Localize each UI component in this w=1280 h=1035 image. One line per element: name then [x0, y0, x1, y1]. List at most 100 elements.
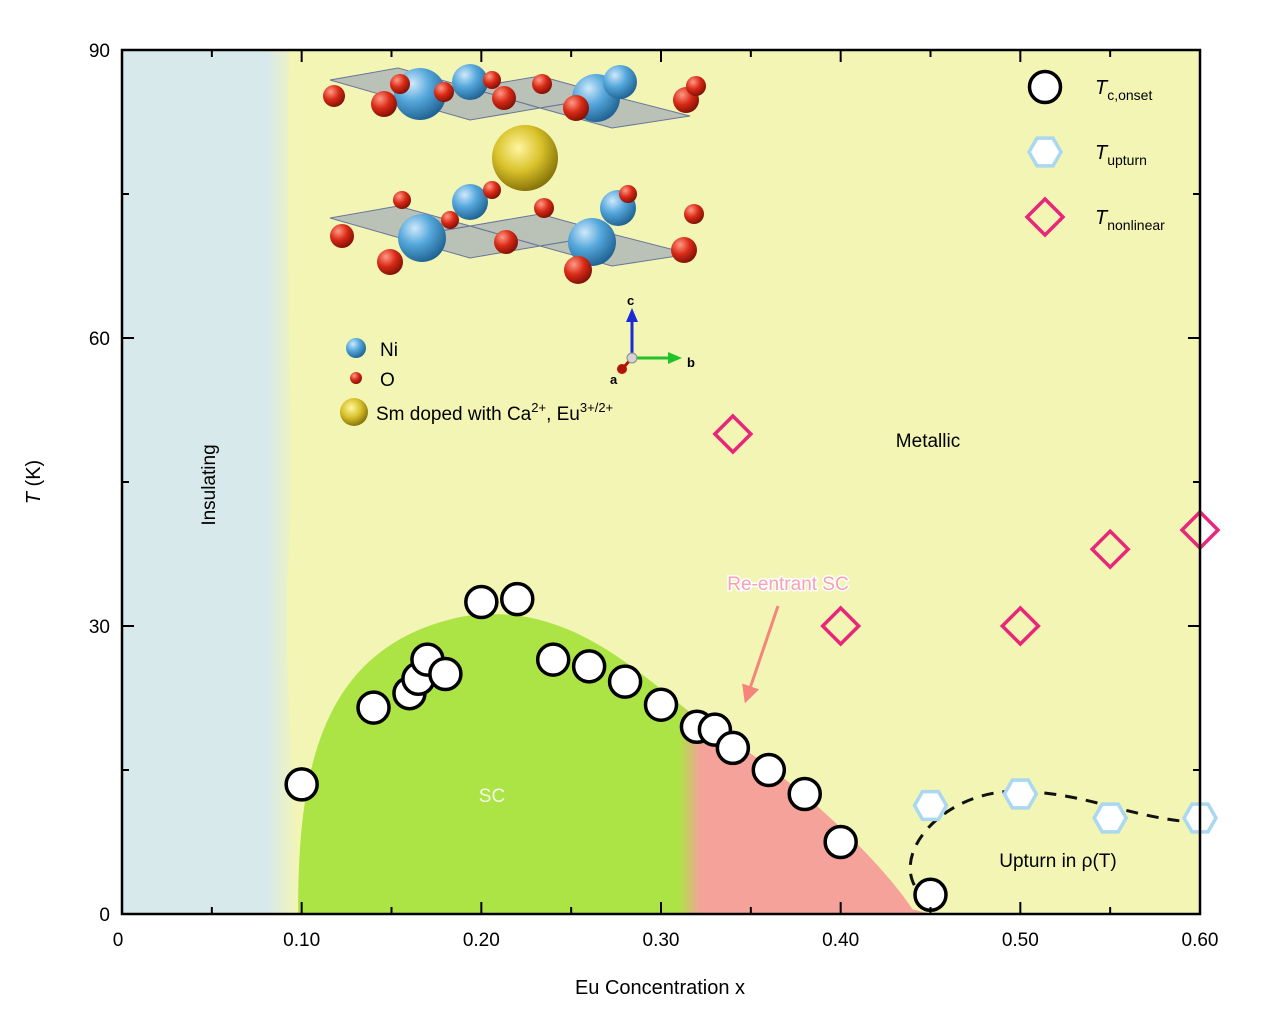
o-atom-icon: [563, 95, 589, 121]
x-tick-label: 0.50: [1002, 930, 1039, 951]
y-tick-label: 90: [89, 41, 110, 62]
lattice-axes-icon: c b a: [610, 293, 695, 387]
c-axis-arrow-head: [626, 308, 638, 322]
superconducting-dome: [298, 614, 931, 914]
x-tick-label: 0: [113, 930, 124, 951]
legend-entry-label: Tc,onset: [1095, 77, 1152, 103]
circle-data-point: [284, 767, 319, 802]
sm-atom-icon: [492, 125, 558, 191]
x-tick-label: 0.20: [463, 930, 500, 951]
circle-data-point: [464, 584, 499, 620]
legend-symbol: T: [1095, 77, 1109, 99]
circle-data-point: [500, 581, 535, 617]
diamond-data-point: [712, 413, 754, 455]
y-axis-title-unit: (K): [23, 460, 45, 492]
ni-label: Ni: [380, 340, 398, 361]
x-tick-label: 0.60: [1182, 930, 1219, 951]
y-tick-label: 30: [89, 617, 110, 638]
o-atom-icon: [492, 86, 516, 110]
o-atom-icon: [330, 224, 354, 248]
o-atom-icon: [564, 256, 592, 284]
circle-data-point: [428, 656, 463, 692]
inset-legend: Ni O Sm doped with Ca2+, Eu3+/2+: [340, 338, 613, 426]
legend-subscript: upturn: [1107, 152, 1147, 168]
o-atom-icon: [619, 185, 637, 203]
hexagon-data-point: [1002, 778, 1039, 810]
ni-atom-icon: [398, 214, 446, 262]
phase-regions: [122, 50, 1200, 914]
circle-data-point: [823, 824, 858, 860]
sm-sup-ca: 2+: [531, 400, 546, 415]
circle-data-point: [535, 642, 571, 677]
y-axis-title-symbol: T: [23, 490, 45, 504]
ni-atom-icon: [568, 218, 616, 266]
ni-atom-icon: [452, 184, 488, 220]
metallic-label: Metallic: [896, 431, 960, 452]
x-axis-title: Eu Concentration x: [575, 977, 745, 999]
axes-origin: [626, 352, 638, 364]
circle-data-point: [787, 776, 822, 812]
legend-symbol: T: [1095, 207, 1109, 229]
legend-entry-label: Tupturn: [1095, 142, 1147, 168]
y-axis: 0 30 60 90: [89, 41, 1200, 926]
hexagon-data-point: [912, 789, 949, 822]
legend-hexagon-marker: [1026, 136, 1064, 168]
circle-data-point: [571, 649, 607, 684]
diamond-data-point: [820, 605, 862, 647]
sm-label-pre: Sm doped with Ca: [376, 404, 532, 425]
reentrant-sc-label: Re-entrant SC: [727, 574, 848, 595]
circle-data-point: [913, 877, 948, 913]
circle-data-point: [715, 730, 751, 766]
x-axis: 0 0.10 0.20 0.30 0.40 0.50 0.60: [113, 50, 1219, 951]
o-atom-icon: [371, 91, 397, 117]
a-axis-label: a: [610, 372, 618, 387]
y-tick-label: 60: [89, 329, 110, 350]
x-tick-label: 0.10: [283, 930, 320, 951]
sc-label: SC: [479, 786, 505, 807]
o-atom-icon: [390, 74, 410, 94]
sm-label-mid: , Eu: [546, 404, 580, 425]
o-atom-icon: [534, 198, 554, 218]
sm-atom-icon: [340, 398, 368, 426]
crystal-structure-illustration: [323, 64, 706, 284]
circle-data-point: [643, 687, 679, 722]
circle-data-point: [607, 664, 643, 699]
ni-atom-icon: [603, 65, 637, 99]
o-atom-icon: [532, 74, 552, 94]
hexagon-data-point: [1092, 802, 1129, 834]
y-tick-label: 0: [99, 905, 110, 926]
legend-symbol: T: [1095, 142, 1109, 164]
circle-data-point: [356, 690, 391, 725]
o-atom-icon: [393, 191, 411, 209]
sm-sup-eu: 3+/2+: [580, 400, 613, 415]
o-atom-icon: [377, 249, 403, 275]
sm-label: Sm doped with Ca2+, Eu3+/2+: [376, 400, 613, 425]
diamond-data-point: [999, 605, 1041, 647]
o-label: O: [380, 370, 395, 391]
x-tick-label: 0.30: [643, 930, 680, 951]
insulating-label: Insulating: [199, 444, 220, 525]
o-atom-icon: [323, 85, 345, 107]
ni-atom-icon: [346, 338, 366, 358]
c-axis-label: c: [627, 293, 634, 308]
ni-atom-icon: [452, 64, 488, 100]
circle-data-point: [751, 752, 787, 788]
o-atom-icon: [483, 71, 501, 89]
legend-entry-label: Tnonlinear: [1095, 207, 1165, 233]
legend-subscript: nonlinear: [1107, 217, 1165, 233]
legend-subscript: c,onset: [1107, 87, 1152, 103]
y-axis-title: T (K): [23, 460, 45, 504]
a-axis-ball: [617, 364, 627, 374]
b-axis-label: b: [687, 355, 695, 370]
upturn-label: Upturn in ρ(T): [999, 851, 1116, 872]
legend-circle-marker: [1027, 69, 1063, 105]
reentrant-sc-arrow: [742, 605, 780, 704]
o-atom-icon: [494, 230, 518, 254]
o-atom-icon: [684, 204, 704, 224]
o-atom-icon: [350, 372, 362, 384]
o-atom-icon: [441, 211, 459, 229]
o-atom-icon: [671, 237, 697, 263]
o-atom-icon: [686, 76, 706, 96]
o-atom-icon: [483, 181, 501, 199]
